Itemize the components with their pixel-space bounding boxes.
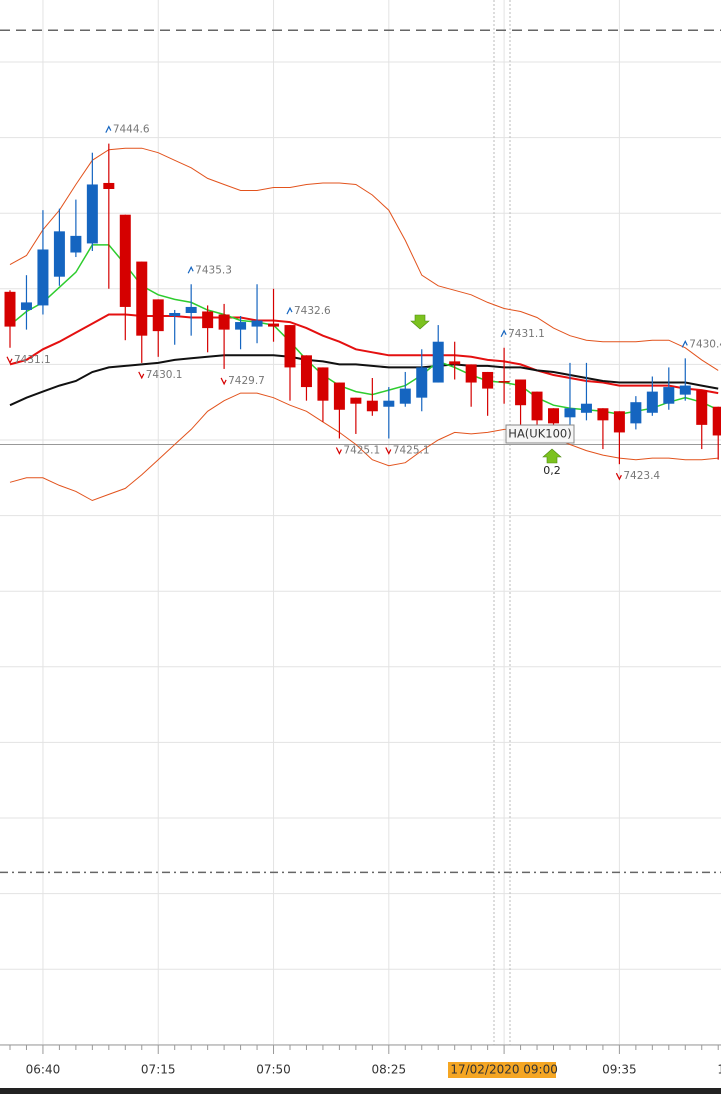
candle-body	[185, 306, 197, 313]
candle-body	[119, 214, 131, 307]
candle-body	[712, 406, 721, 436]
candle-body	[498, 381, 510, 383]
candle-body	[465, 364, 477, 383]
x-tick-label: 06:40	[26, 1063, 61, 1077]
annotation-label: 7431.1	[14, 354, 51, 366]
x-tick-label: 17/02/2020 09:00	[450, 1063, 558, 1077]
candle-body	[515, 379, 527, 406]
candle-body	[679, 385, 691, 395]
current-time-highlight	[448, 1062, 556, 1078]
candle-body	[284, 325, 296, 368]
sell-signal-arrow	[410, 314, 430, 330]
candle-body	[333, 382, 345, 410]
candle-body	[86, 184, 98, 244]
candle-body	[169, 312, 181, 317]
candle-body	[235, 322, 247, 330]
candle-body	[37, 249, 49, 306]
annotation-label: 7430.1	[146, 369, 183, 381]
candle-body	[268, 323, 280, 327]
candle-body	[399, 388, 411, 404]
candles	[4, 143, 721, 465]
bottom-bar	[0, 1088, 721, 1094]
candle-body	[432, 341, 444, 383]
annotation-label: 7444.6	[113, 124, 150, 136]
annotation-label: 7430.4	[689, 338, 721, 350]
annotation-label: 7425.1	[343, 444, 380, 456]
x-axis-labels: 06:40 07:15 07:50 08:25 17/02/2020 09:00 09:3…	[9, 1045, 721, 1077]
annotation-marker	[286, 306, 293, 315]
annotation-label: 7435.3	[195, 264, 232, 276]
candle-body	[53, 231, 65, 277]
indicator-line	[9, 354, 719, 407]
x-tick-label: 08:25	[372, 1063, 407, 1077]
annotation-marker	[385, 447, 392, 455]
x-tick-label: 07:15	[141, 1063, 176, 1077]
candle-body	[366, 400, 378, 412]
candle-body	[613, 411, 625, 433]
candle-body	[70, 235, 82, 253]
candle-body	[630, 402, 642, 424]
annotation-marker	[105, 125, 112, 133]
candle-body	[482, 371, 494, 389]
candle-body	[20, 302, 32, 310]
candle-body	[300, 355, 312, 388]
candle-body	[251, 320, 263, 327]
annotation-label: 7423.4	[623, 470, 660, 482]
candle-body	[136, 261, 148, 336]
tooltip-label: HA(UK100)	[508, 427, 571, 441]
buy-signal-arrow	[542, 448, 562, 464]
indicator-line	[9, 392, 719, 502]
signal-label: 0,2	[543, 464, 561, 477]
annotation-marker	[500, 329, 507, 338]
x-tick-label: 09:35	[602, 1063, 637, 1077]
annotation-marker	[335, 447, 342, 455]
candle-body	[152, 299, 164, 332]
candle-body	[531, 391, 543, 421]
candle-body	[317, 367, 329, 401]
candle-body	[103, 182, 115, 190]
candle-body	[646, 391, 658, 413]
candle-body	[548, 408, 560, 424]
candle-body	[416, 367, 428, 398]
candle-body	[449, 361, 461, 365]
annotation-marker	[615, 472, 622, 481]
candle-body	[383, 400, 395, 407]
x-tick-label: 10:10	[717, 1063, 721, 1077]
annotation-label: 7425.1	[393, 444, 430, 456]
candle-body	[696, 390, 708, 425]
candle-body	[202, 311, 214, 329]
indicator-line	[9, 313, 719, 395]
candle-body	[564, 408, 576, 418]
candle-body	[350, 397, 362, 404]
annotation-marker	[187, 265, 194, 274]
annotations: 7431.1 7444.6 7430.1 7435.3 7429.7 7425.1 7425…	[6, 124, 721, 482]
tooltip	[505, 424, 575, 444]
candle-body	[4, 291, 16, 327]
annotation-marker	[6, 356, 13, 365]
annotation-label: 7429.7	[228, 375, 265, 387]
indicator-line	[9, 147, 719, 371]
annotation-label: 7431.1	[508, 328, 545, 340]
candle-body	[580, 403, 592, 413]
x-tick-label: 07:50	[256, 1063, 291, 1077]
levels	[0, 29, 721, 874]
candle-body	[218, 314, 230, 330]
annotation-marker	[681, 340, 688, 348]
candle-body	[663, 387, 675, 404]
candle-body	[597, 408, 609, 421]
annotation-marker	[220, 377, 227, 386]
annotation-label: 7432.6	[294, 305, 331, 317]
annotation-marker	[138, 371, 145, 380]
